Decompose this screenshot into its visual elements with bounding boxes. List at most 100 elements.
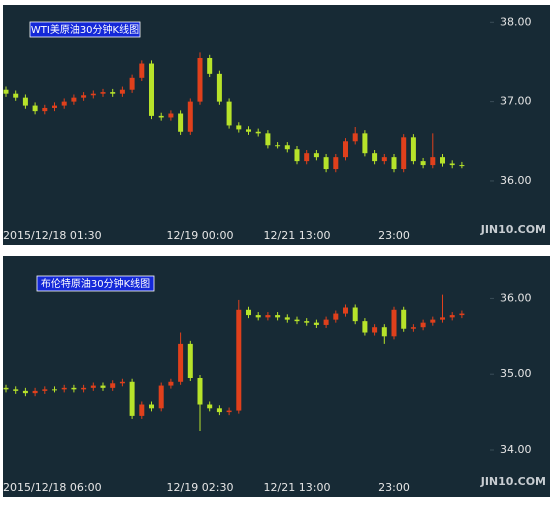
candle-body bbox=[13, 93, 19, 98]
candle-body bbox=[430, 319, 436, 323]
title-background bbox=[36, 275, 155, 292]
candle-body bbox=[119, 381, 125, 384]
y-tick-label: 38.00 bbox=[500, 15, 532, 28]
chart-panel: WTI美原油30分钟K线图 JIN10.COM 36.00 37.00 38.00 201… bbox=[3, 5, 550, 245]
candle-body bbox=[3, 89, 9, 94]
candle-body bbox=[100, 385, 106, 388]
candle-body bbox=[61, 101, 67, 106]
candle-body bbox=[149, 63, 154, 116]
candle-body bbox=[372, 153, 378, 162]
candle-body bbox=[178, 113, 184, 132]
candle-body bbox=[275, 145, 281, 147]
candle-body bbox=[168, 113, 174, 118]
title-box: 布伦特原油30分钟K线图 bbox=[36, 275, 155, 292]
candle-body bbox=[32, 390, 38, 394]
candle-body bbox=[304, 321, 310, 323]
candle-body bbox=[430, 157, 436, 166]
candle-body bbox=[401, 309, 407, 329]
candle-body bbox=[90, 93, 96, 96]
x-tick-label: 23:00 bbox=[378, 481, 410, 494]
candle-body bbox=[168, 381, 174, 386]
chart-title: WTI美原油30分钟K线图 bbox=[31, 23, 139, 36]
candle-body bbox=[52, 105, 57, 108]
candle-body bbox=[313, 322, 319, 325]
candle-body bbox=[139, 404, 145, 416]
x-tick-label: 12/19 02:30 bbox=[167, 481, 234, 494]
candle-body bbox=[255, 315, 261, 318]
candle-body bbox=[119, 89, 125, 94]
x-tick-label: 23:00 bbox=[378, 229, 410, 242]
candle-body bbox=[90, 385, 96, 388]
candle-body bbox=[246, 309, 251, 316]
candle-body bbox=[236, 125, 242, 130]
x-tick-label: 2015/12/18 01:30 bbox=[3, 229, 102, 242]
candle-body bbox=[226, 410, 232, 413]
x-tick-label: 12/21 13:00 bbox=[264, 229, 331, 242]
candle-body bbox=[401, 137, 407, 170]
candle-body bbox=[343, 307, 348, 314]
candle-body bbox=[410, 327, 416, 329]
candle-body bbox=[226, 101, 232, 126]
candle-body bbox=[236, 309, 242, 411]
candle-body bbox=[420, 322, 426, 328]
candle-body bbox=[410, 137, 416, 162]
candle-body bbox=[158, 385, 164, 409]
candle-body bbox=[284, 317, 290, 320]
candle-body bbox=[81, 387, 87, 390]
candle-body bbox=[216, 408, 222, 413]
candle-body bbox=[333, 313, 339, 320]
candle-body bbox=[449, 163, 455, 166]
candle-body bbox=[42, 107, 48, 112]
candle-body bbox=[284, 145, 290, 150]
candle-body bbox=[81, 95, 87, 98]
candle-body bbox=[362, 321, 368, 333]
y-tick-label: 34.00 bbox=[500, 443, 532, 456]
candle-body bbox=[304, 153, 310, 162]
candle-body bbox=[265, 133, 271, 146]
y-tick-label: 36.00 bbox=[500, 174, 532, 187]
candle-body bbox=[294, 149, 300, 162]
chart-panel: 布伦特原油30分钟K线图 JIN10.COM 34.00 35.00 36.00 2015… bbox=[3, 256, 550, 497]
candle-body bbox=[22, 390, 28, 394]
candle-body bbox=[32, 105, 38, 112]
candle-body bbox=[420, 161, 426, 166]
candle-body bbox=[110, 92, 116, 94]
candle-body bbox=[391, 157, 397, 170]
candle-body bbox=[129, 381, 135, 416]
candle-body bbox=[3, 387, 9, 390]
y-tick-label: 37.00 bbox=[500, 95, 532, 108]
candle-body bbox=[352, 307, 358, 322]
title-box: WTI美原油30分钟K线图 bbox=[29, 21, 141, 38]
candle-body bbox=[381, 327, 387, 337]
candle-body bbox=[197, 57, 203, 102]
candle-body bbox=[110, 383, 116, 388]
candle-body bbox=[333, 157, 339, 170]
candle-body bbox=[294, 319, 300, 322]
candle-body bbox=[71, 97, 77, 102]
candle-body bbox=[343, 141, 348, 158]
candle-body bbox=[207, 404, 213, 409]
candle-body bbox=[197, 377, 203, 405]
candle-body bbox=[449, 315, 455, 318]
candle-body bbox=[158, 115, 164, 118]
candle-body bbox=[187, 101, 193, 132]
panel-background bbox=[3, 5, 550, 245]
x-tick-label: 12/19 00:00 bbox=[167, 229, 234, 242]
x-tick-label: 12/21 13:00 bbox=[264, 481, 331, 494]
panel-background bbox=[3, 256, 550, 497]
candle-body bbox=[391, 309, 397, 337]
candle-body bbox=[149, 404, 154, 409]
candle-body bbox=[139, 63, 145, 78]
candle-body bbox=[323, 157, 329, 170]
candle-body bbox=[100, 92, 106, 94]
candle-body bbox=[187, 343, 193, 378]
candle-body bbox=[61, 387, 67, 390]
candle-body bbox=[362, 133, 368, 154]
candle-body bbox=[129, 77, 135, 90]
candle-body bbox=[42, 389, 48, 391]
candle-body bbox=[13, 389, 19, 391]
candle-body bbox=[372, 327, 378, 333]
x-tick-label: 2015/12/18 06:00 bbox=[3, 481, 102, 494]
candle-body bbox=[459, 313, 465, 316]
candle-body bbox=[440, 157, 445, 164]
